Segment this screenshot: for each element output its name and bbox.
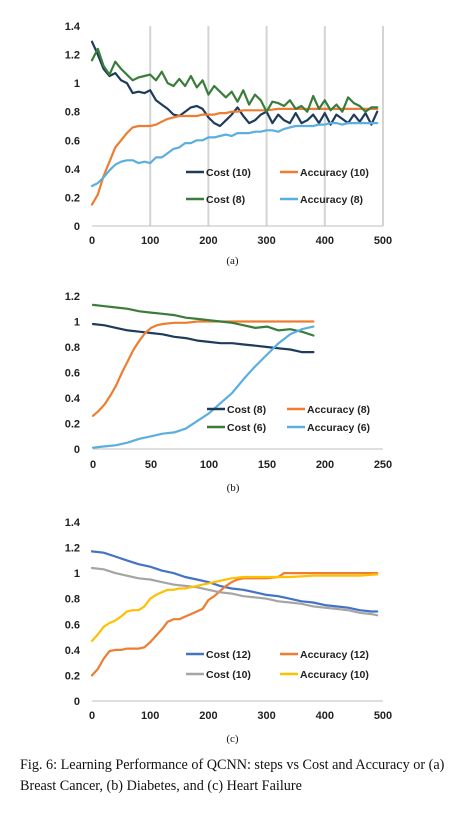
y-tick-label: 1.4 [65,517,81,529]
y-tick-label: 0.4 [65,164,81,176]
subfigure-label: (a) [226,255,239,267]
y-tick-label: 1 [74,568,80,580]
x-tick-label: 50 [145,459,157,471]
x-tick-label: 400 [316,710,334,722]
legend-label: Cost (8) [206,194,245,206]
series-line-cost-6 [91,303,315,337]
x-tick-label: 500 [374,710,392,722]
x-tick-label: 100 [141,710,159,722]
x-tick-label: 0 [89,710,95,722]
legend-label: Accuracy (8) [300,194,363,206]
y-tick-label: 0.6 [65,135,80,147]
legend-label: Accuracy (10) [300,669,369,681]
y-tick-label: 0.2 [65,192,80,204]
y-tick-label: 0.4 [65,393,81,405]
legend-label: Accuracy (12) [300,649,369,661]
y-tick-label: 0.6 [65,368,80,380]
series-line-cost-12 [90,550,379,613]
series-line-accuracy-6 [91,325,315,449]
figure-caption: Fig. 6: Learning Performance of QCNN: st… [20,757,445,794]
y-tick-label: 1.2 [65,50,80,62]
x-tick-label: 300 [257,235,275,247]
x-tick-label: 200 [199,710,217,722]
y-tick-label: 1.2 [65,291,80,303]
y-tick-label: 1.2 [65,543,80,555]
y-tick-label: 1 [74,78,80,90]
chart-b: 0 0.2 0.4 0.6 0.8 1 1.2 0 50 100 150 200 250 Cost (8)… [65,291,392,494]
chart-c: 0 0.2 0.4 0.6 0.8 1 1.2 1.4 0 100 200 300 400 500 Cost… [65,517,392,745]
series-line-accuracy-12 [90,571,379,677]
series-line-cost-8 [91,322,315,354]
y-tick-label: 0 [74,221,80,233]
legend-label: Accuracy (8) [307,404,370,416]
x-tick-label: 0 [89,235,95,247]
y-tick-label: 0.8 [65,107,80,119]
legend-label: Cost (6) [227,422,266,434]
series-line-accuracy-8 [90,121,379,188]
legend-label: Cost (10) [206,167,251,179]
x-tick-label: 200 [316,459,334,471]
x-tick-label: 150 [258,459,276,471]
legend-label: Accuracy (6) [307,422,370,434]
y-tick-label: 0.2 [65,670,80,682]
x-tick-label: 100 [141,235,159,247]
series-line-accuracy-10 [90,573,379,642]
y-tick-label: 0.4 [65,645,81,657]
x-tick-label: 300 [257,710,275,722]
x-tick-label: 500 [374,235,392,247]
legend-label: Cost (10) [206,669,251,681]
x-tick-label: 250 [374,459,392,471]
y-tick-label: 1.4 [65,21,81,33]
subfigure-label: (b) [227,482,240,494]
x-tick-label: 200 [199,235,217,247]
series-line-accuracy-8 [91,320,315,417]
y-tick-label: 0.8 [65,342,80,354]
y-tick-label: 0 [74,444,80,456]
series-line-cost-10 [90,40,379,128]
series-line-cost-10 [90,566,379,617]
y-tick-label: 0 [74,696,80,708]
x-tick-label: 400 [316,235,334,247]
y-tick-label: 0.2 [65,419,80,431]
y-tick-label: 0.8 [65,594,80,606]
series-line-cost-8 [90,47,379,113]
x-tick-label: 0 [90,459,96,471]
chart-a: 0 0.2 0.4 0.6 0.8 1 1.2 1.4 0 100 200 300 400 500 Cost… [65,21,392,267]
y-tick-label: 0.6 [65,619,80,631]
legend-label: Cost (12) [206,649,251,661]
legend-label: Accuracy (10) [300,167,369,179]
y-tick-label: 1 [74,317,80,329]
subfigure-label: (c) [226,733,239,745]
x-tick-label: 100 [200,459,218,471]
legend-label: Cost (8) [227,404,266,416]
